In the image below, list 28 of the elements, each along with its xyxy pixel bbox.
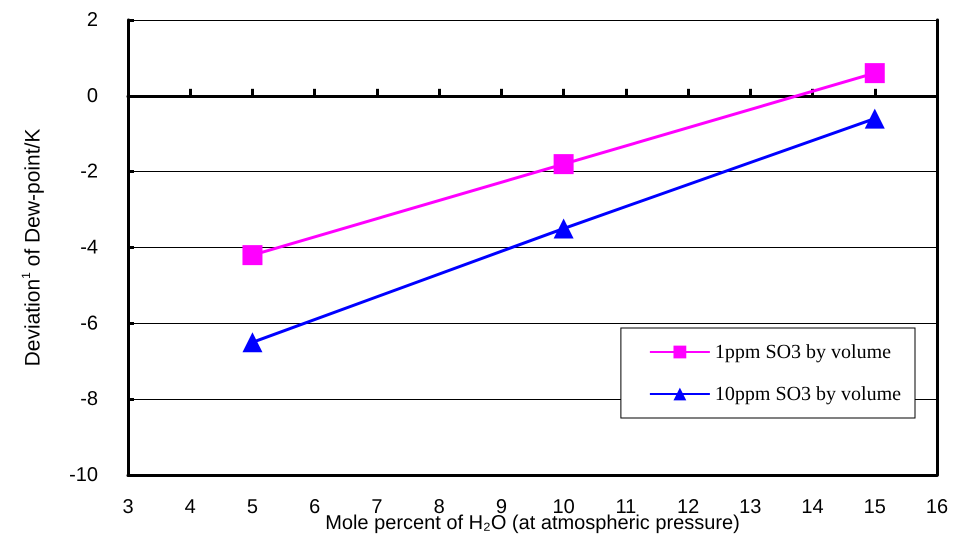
x-tick-label: 3 <box>122 496 134 518</box>
legend-label: 1ppm SO3 by volume <box>714 341 892 363</box>
x-tick-label: 13 <box>739 496 762 518</box>
y-tick-label: 2 <box>86 9 98 31</box>
point <box>554 218 574 239</box>
x-tick-label: 7 <box>371 496 382 518</box>
point <box>242 245 262 266</box>
point <box>554 154 574 174</box>
x-tick-label: 12 <box>676 496 700 518</box>
y-tick-label: -2 <box>80 160 98 183</box>
x-tick-label: 6 <box>309 496 320 518</box>
point <box>864 108 885 129</box>
y-tick-label: -10 <box>69 464 98 486</box>
y-tick-label: -4 <box>80 236 98 258</box>
legend-label: 10ppm SO3 by volume <box>714 383 902 405</box>
x-tick-label: 14 <box>801 496 824 518</box>
y-tick-label: -6 <box>80 312 98 334</box>
point <box>242 332 262 352</box>
x-tick-label: 5 <box>246 496 258 518</box>
x-tick-label: 8 <box>434 496 445 518</box>
x-tick-label: 16 <box>926 496 948 518</box>
x-tick-label: 11 <box>615 496 636 518</box>
x-tick-label: 4 <box>184 496 196 518</box>
x-tick-label: 15 <box>864 496 886 518</box>
y-tick-label: -8 <box>80 388 98 410</box>
point <box>864 63 885 84</box>
y-axis-title: Deviation1 of Dew-point/K <box>19 128 44 366</box>
y-tick-label: 0 <box>86 84 98 107</box>
